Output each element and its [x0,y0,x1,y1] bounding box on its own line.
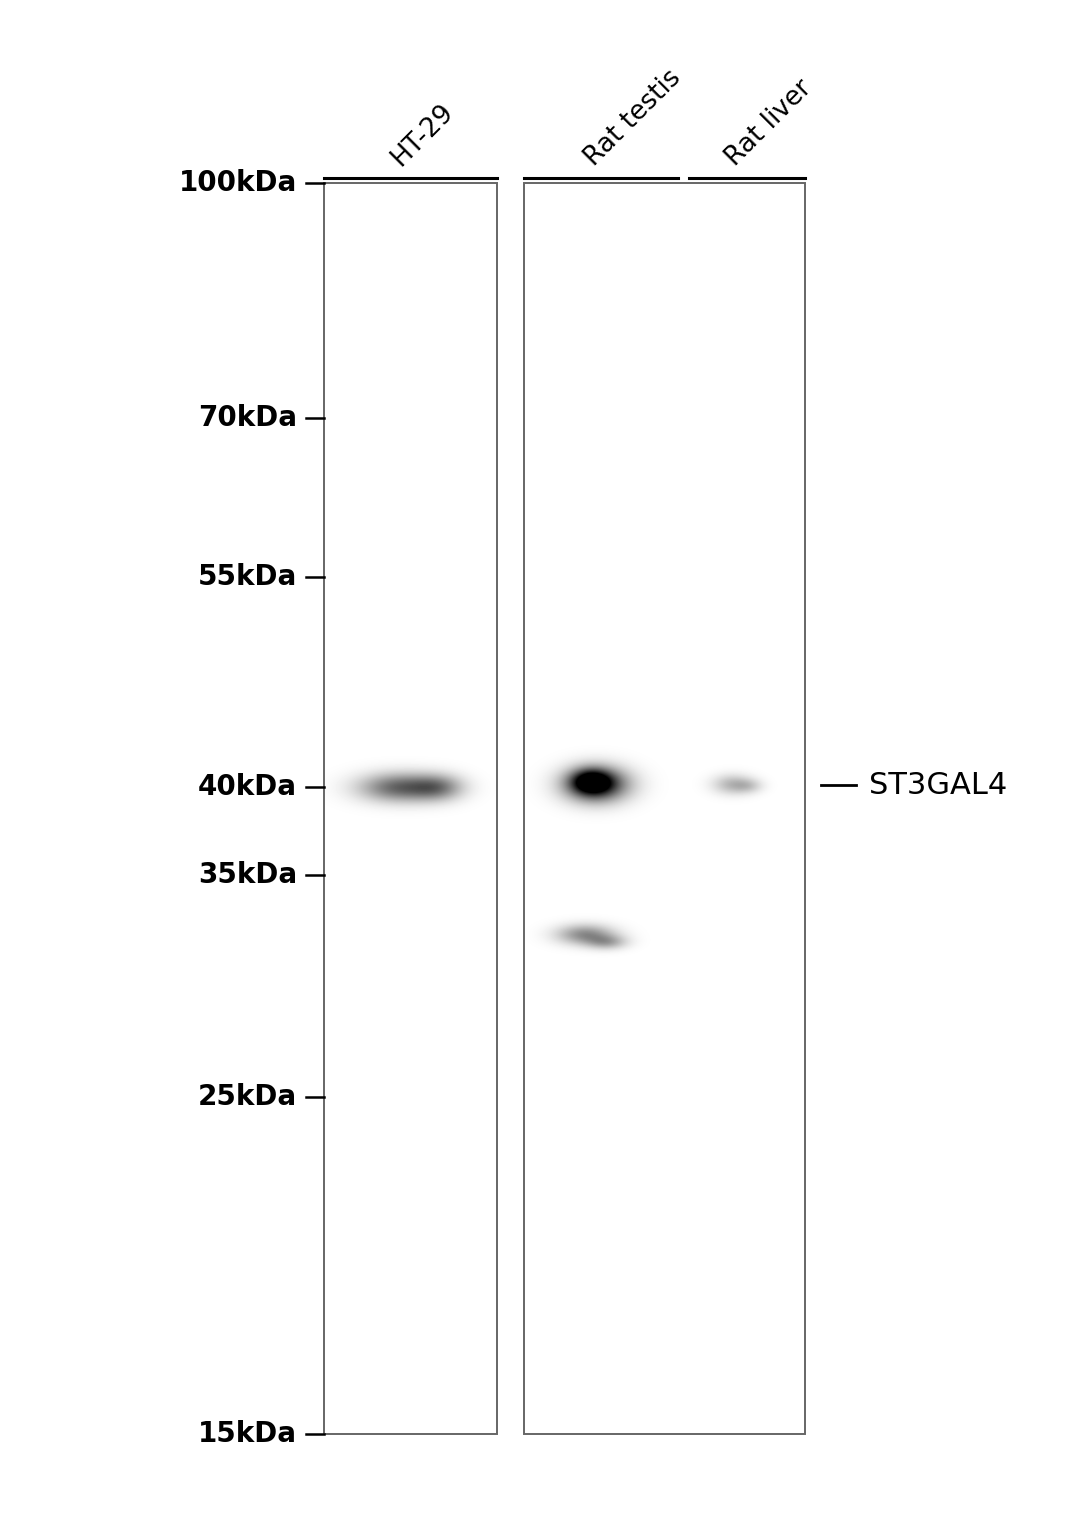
Bar [324,183,497,1434]
Text: HT-29: HT-29 [387,98,459,171]
Text: 15kDa: 15kDa [198,1420,297,1447]
Bar [524,183,805,1434]
Text: Rat liver: Rat liver [720,75,816,171]
Bar [324,183,497,1434]
Bar [524,183,805,1434]
Text: 55kDa: 55kDa [198,563,297,592]
Text: Rat testis: Rat testis [580,64,687,171]
Text: ST3GAL4: ST3GAL4 [869,772,1008,801]
Text: 100kDa: 100kDa [179,169,297,197]
Text: 70kDa: 70kDa [198,404,297,432]
Text: 40kDa: 40kDa [198,773,297,801]
Text: 35kDa: 35kDa [198,862,297,889]
Text: 25kDa: 25kDa [198,1083,297,1110]
